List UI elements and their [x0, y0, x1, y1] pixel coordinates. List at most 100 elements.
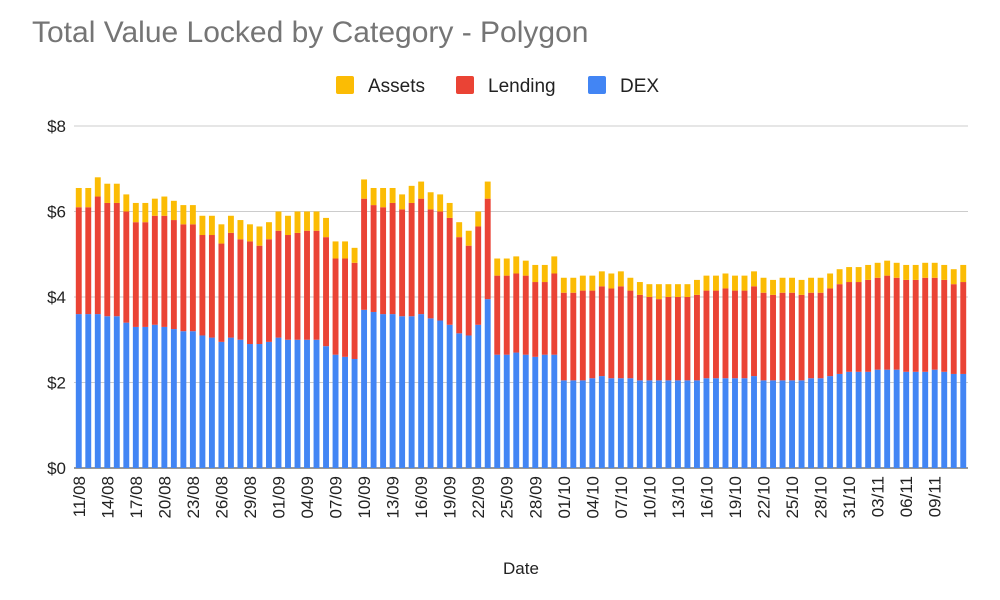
bar-lending [589, 290, 596, 379]
bar-lending [389, 202, 396, 315]
bar-lending [361, 198, 368, 310]
bar-lending [950, 284, 957, 374]
bar-assets [941, 264, 948, 280]
bar-dex [227, 337, 234, 468]
bar-lending [323, 237, 329, 347]
bar-dex [551, 354, 558, 468]
bar-dex [598, 376, 605, 468]
bar-lending [617, 286, 624, 379]
bar-dex [674, 380, 681, 468]
x-axis-ticks: 11/08 14/08 17/08 20/08 23/08 26/08 29/08 01/09… [70, 476, 945, 519]
bar-assets [370, 187, 377, 206]
x-tick-label: 22/10 [755, 476, 774, 519]
bar-dex [560, 380, 567, 468]
x-tick-label: 16/09 [412, 476, 431, 519]
bar-lending [770, 294, 776, 381]
legend-swatch-lending [456, 76, 474, 94]
bar-lending [570, 292, 577, 381]
bar-dex [304, 339, 310, 468]
y-tick-label: $0 [47, 459, 66, 478]
bar-dex [408, 316, 415, 468]
legend-label-dex: DEX [620, 76, 659, 97]
bar-assets [617, 271, 624, 287]
bar-lending [113, 202, 120, 317]
bar-lending [170, 220, 177, 330]
bar-lending [627, 290, 634, 379]
bar-dex [779, 380, 786, 468]
bar-assets [770, 279, 776, 295]
bar-dex [399, 316, 406, 468]
bar-assets [465, 230, 472, 246]
bar-assets [674, 284, 681, 297]
bar-lending [294, 232, 301, 340]
bar-lending [684, 297, 691, 381]
bar-dex [132, 326, 139, 468]
bar-assets [484, 181, 491, 199]
bar-lending [760, 292, 767, 381]
bar-dex [275, 337, 282, 468]
bar-dex [846, 371, 853, 468]
bar-lending [208, 235, 215, 338]
bar-lending [884, 275, 891, 370]
bar-assets [598, 271, 605, 287]
chart-title: Total Value Locked by Category - Polygon [32, 16, 589, 49]
bar-dex [427, 318, 434, 469]
bar-assets [399, 194, 406, 210]
bar-dex [85, 314, 92, 468]
bar-lending [655, 299, 662, 381]
bar-dex [170, 329, 177, 468]
bar-lending [161, 215, 168, 327]
bar-lending [931, 277, 938, 370]
bar-lending [532, 282, 539, 357]
bar-assets [722, 273, 729, 289]
bar-dex [142, 326, 149, 468]
bar-lending [941, 279, 948, 372]
bar-lending [855, 282, 862, 372]
bar-assets [931, 262, 938, 278]
bar-lending [380, 207, 387, 315]
bar-dex [960, 373, 967, 468]
bar-assets [836, 269, 843, 285]
bar-dex [513, 352, 520, 468]
x-tick-label: 13/10 [669, 476, 688, 519]
bar-assets [817, 277, 824, 293]
bar-dex [579, 380, 586, 468]
bar-assets [208, 215, 215, 236]
bar-assets [361, 179, 368, 199]
bar-dex [494, 354, 501, 468]
bar-lending [123, 211, 130, 323]
bar-lending [912, 279, 919, 372]
bar-assets [541, 264, 548, 283]
bar-assets [218, 224, 225, 244]
bar-assets [950, 269, 957, 285]
bar-lending [598, 286, 605, 377]
bar-dex [370, 311, 377, 468]
bar-assets [227, 215, 234, 233]
bar-lending [751, 286, 757, 377]
bar-lending [694, 294, 700, 381]
bar-lending [484, 198, 491, 300]
bar-assets [646, 284, 653, 297]
legend-swatch-assets [336, 76, 354, 94]
bar-dex [808, 378, 815, 468]
bar-assets [703, 275, 710, 291]
bar-dex [351, 358, 358, 468]
bar-lending [503, 275, 510, 355]
bar-lending [446, 217, 453, 325]
bar-assets [713, 275, 719, 291]
bar-assets [332, 241, 339, 259]
bar-dex [865, 371, 872, 468]
bar-assets [655, 284, 662, 300]
bar-lending [351, 262, 358, 359]
bar-assets [532, 264, 539, 283]
bar-dex [151, 324, 158, 468]
bar-dex [456, 333, 463, 468]
x-tick-label: 14/08 [98, 476, 117, 519]
x-tick-label: 19/09 [441, 476, 460, 519]
x-tick-label: 07/10 [612, 476, 631, 519]
bar-lending [922, 277, 929, 372]
bar-dex [218, 341, 225, 468]
bar-dex [123, 322, 130, 468]
bar-assets [579, 275, 586, 291]
